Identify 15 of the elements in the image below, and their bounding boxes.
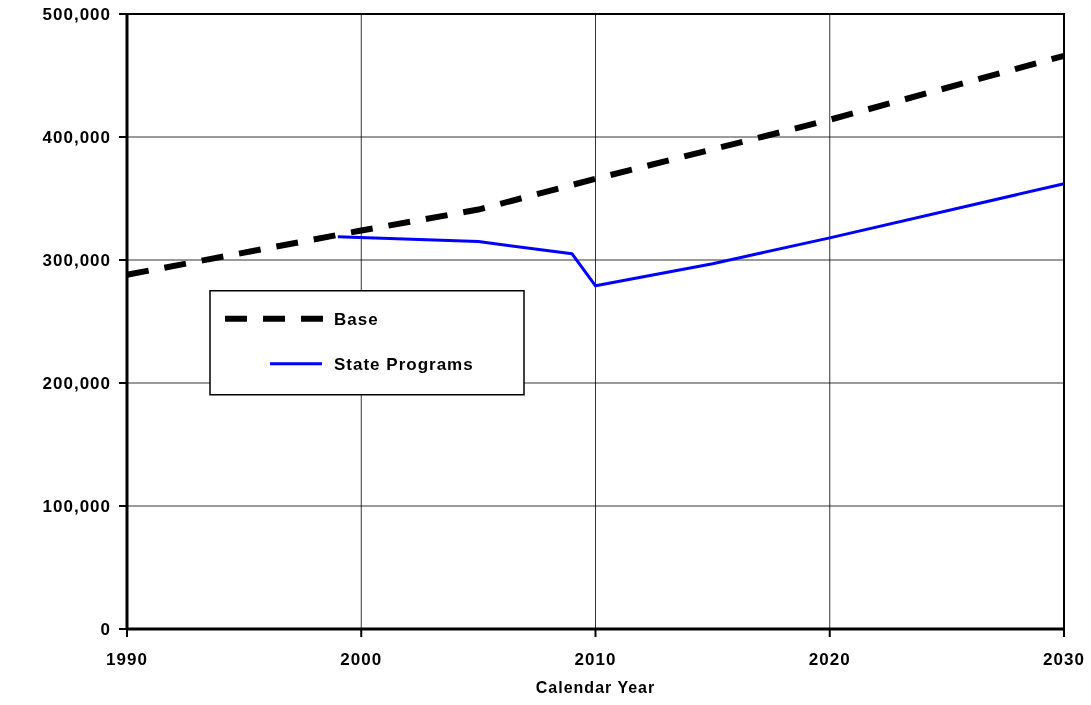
line-series [336,182,1066,288]
y-tick-label: 0 [100,619,111,639]
y-tick-label: 300,000 [42,250,111,270]
x-tick-label: 1990 [106,650,148,669]
x-tick-label: 2010 [574,650,617,669]
x-tick-label: 2030 [1043,650,1085,669]
x-tick-label: 2000 [340,650,383,669]
x-tick-label: 2020 [808,650,851,669]
y-tick-label: 100,000 [42,496,111,516]
y-tick-label: 400,000 [42,127,111,147]
legend-label: Base [334,309,379,329]
y-tick-label: 500,000 [42,4,111,24]
legend-label: State Programs [334,354,474,374]
x-axis-title: Calendar Year [535,679,656,696]
y-tick-label: 200,000 [42,373,111,393]
